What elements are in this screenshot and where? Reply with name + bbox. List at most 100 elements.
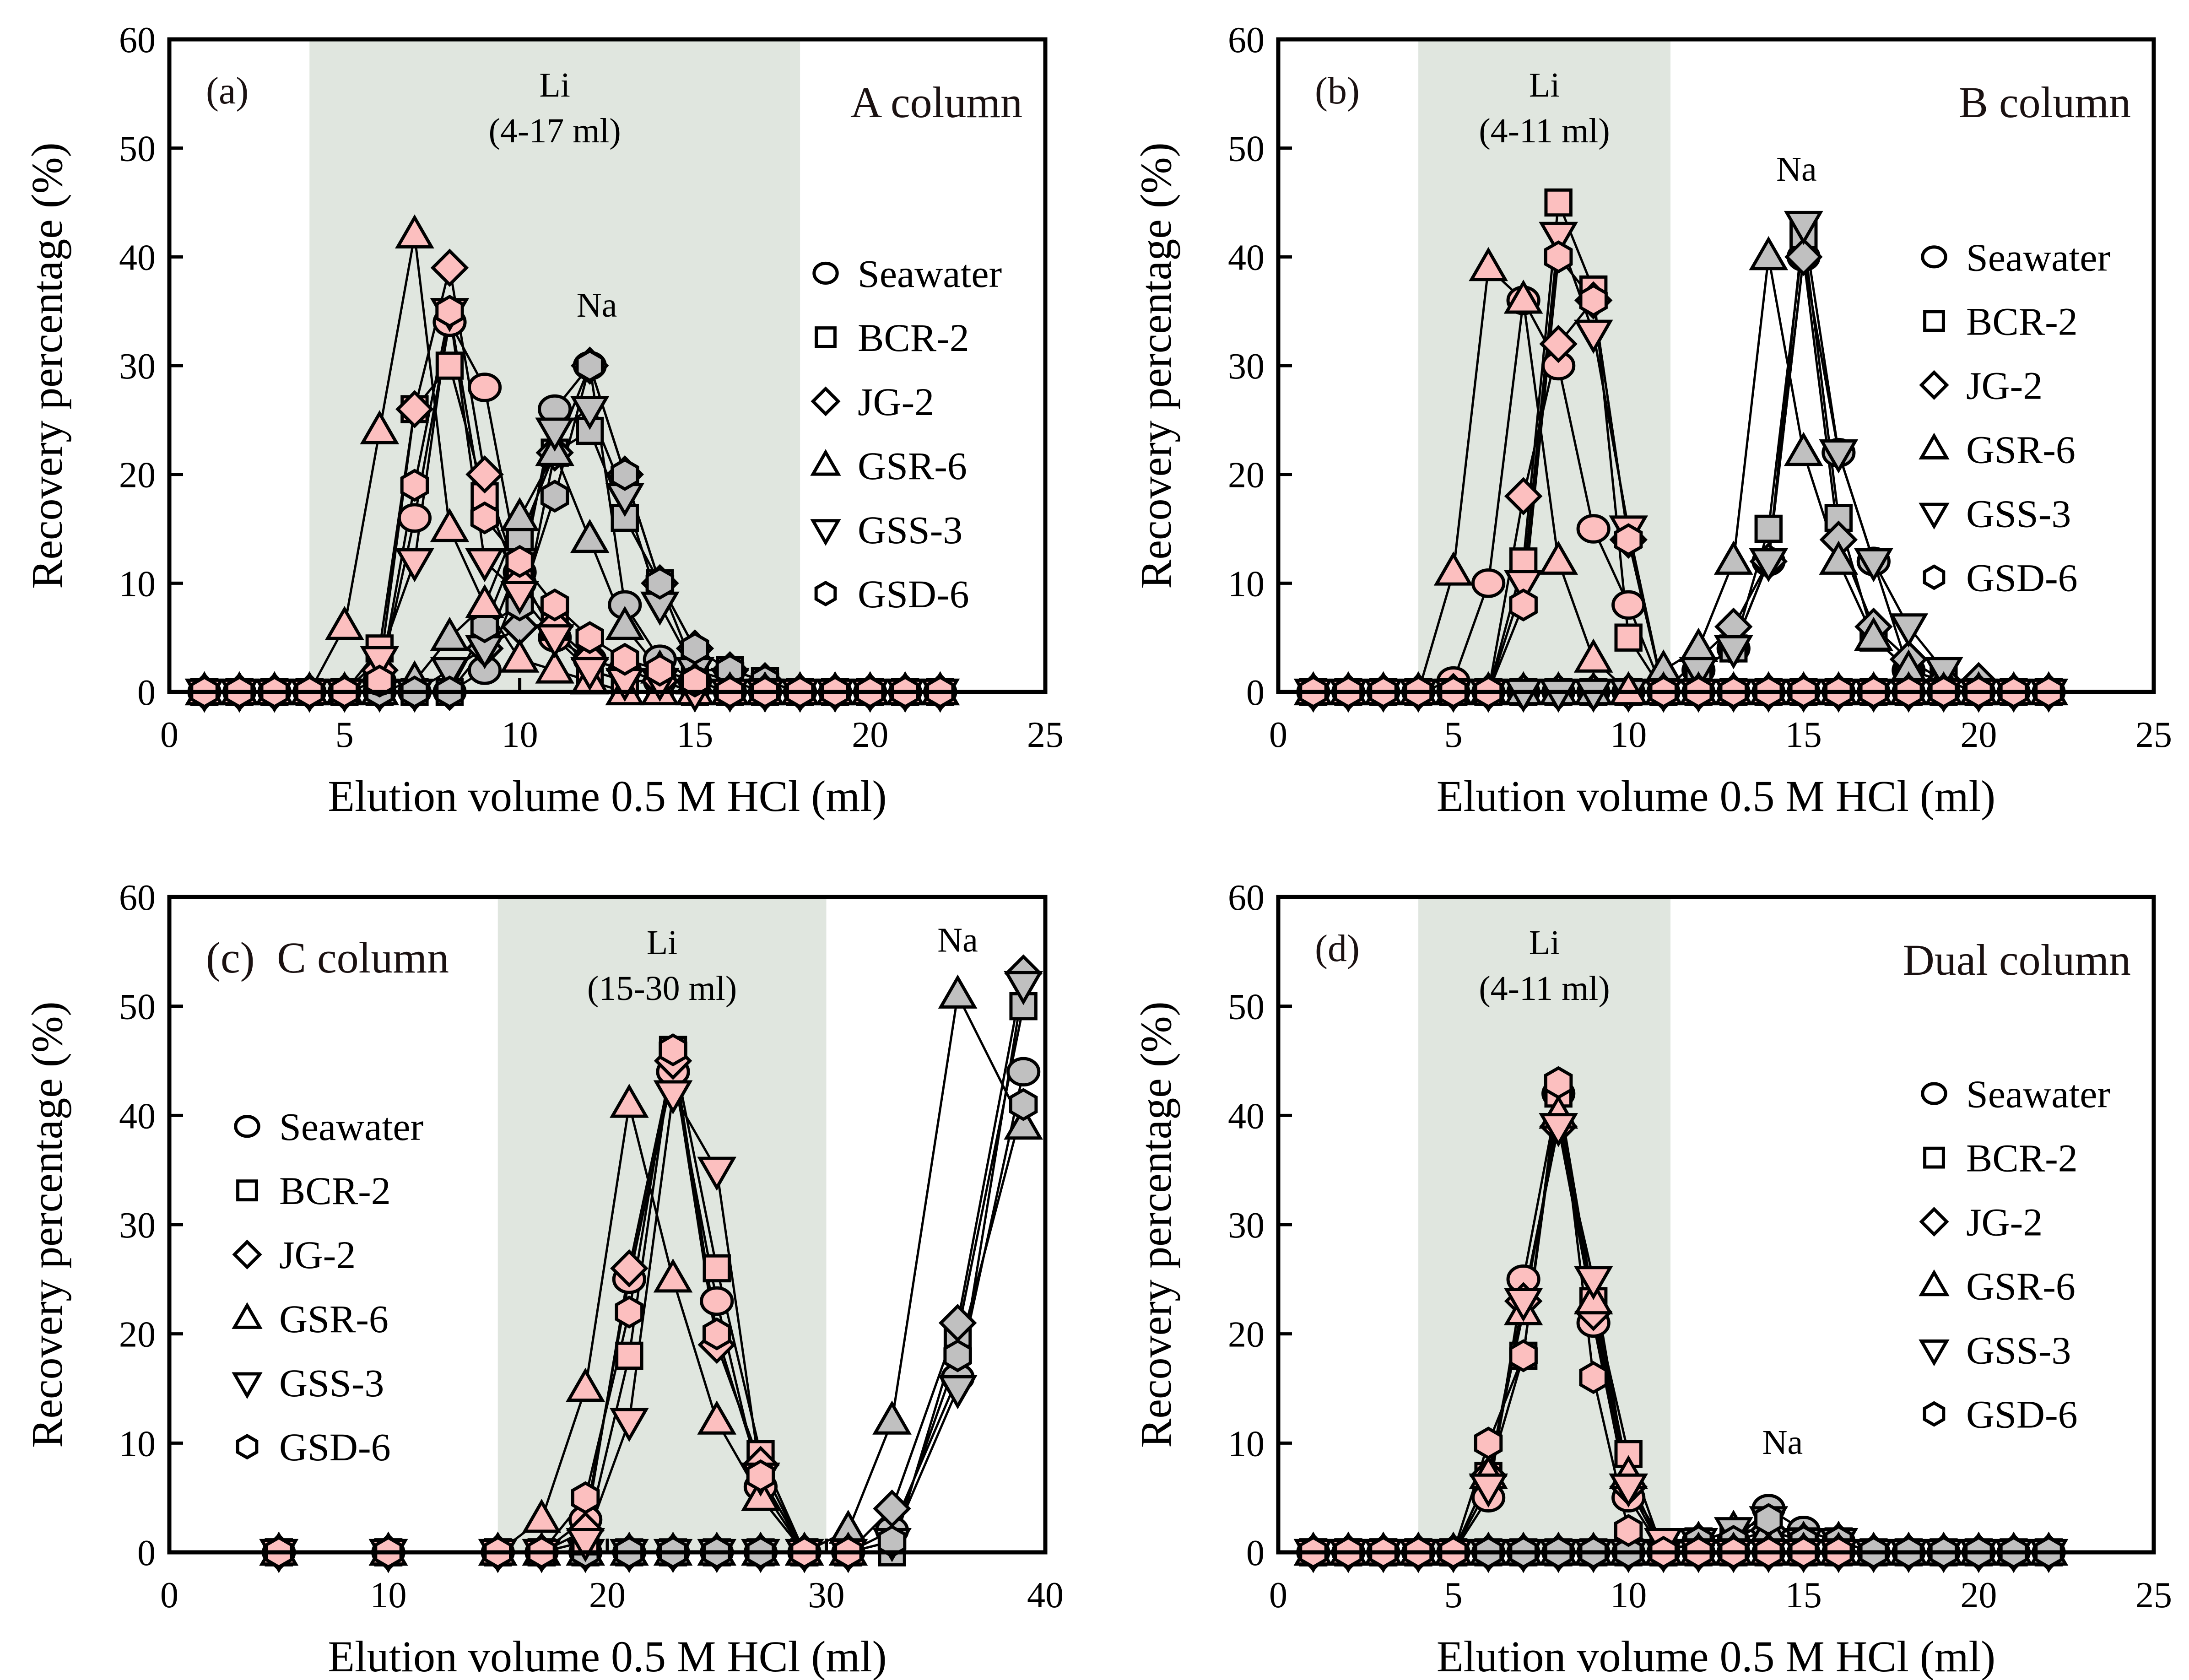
legend-label: GSS-3 — [858, 508, 962, 552]
legend-marker-seawater — [1921, 245, 1947, 269]
legend-label: Seawater — [279, 1105, 423, 1149]
data-point — [540, 588, 569, 621]
data-point — [610, 1084, 649, 1118]
data-point — [938, 1375, 978, 1410]
data-point — [1504, 477, 1543, 515]
data-point — [1433, 551, 1473, 586]
data-point — [1754, 514, 1783, 543]
panel-d: 0 5 10 15 20 25 0 10 20 30 40 50 60 Elution volume 0.… — [1131, 878, 2172, 1680]
legend-marker-bcr-2 — [1923, 1146, 1945, 1169]
x-tick-label: 20 — [1960, 1575, 1997, 1615]
data-point — [1503, 279, 1543, 314]
data-point — [435, 295, 464, 328]
data-point — [1009, 1088, 1038, 1121]
data-point — [1784, 211, 1823, 245]
x-tick-label: 0 — [1269, 1575, 1287, 1615]
legend-label: GSS-3 — [1966, 492, 2071, 535]
data-point — [1573, 678, 1613, 713]
plot-frame — [1276, 895, 2156, 1555]
panel-c: 0 10 20 30 40 0 10 20 30 40 50 60 Elution volume 0.5… — [22, 878, 1064, 1680]
legend-marker-gss-3 — [1919, 502, 1950, 530]
legend-marker-jg-2 — [811, 386, 841, 416]
legend-label: Seawater — [1966, 235, 2110, 279]
y-tick-label: 60 — [1228, 20, 1265, 60]
data-point — [1614, 1440, 1643, 1468]
y-tick-label: 20 — [119, 1315, 156, 1355]
data-point — [1824, 504, 1853, 532]
y-tick-label: 30 — [1228, 1205, 1265, 1246]
data-point — [697, 1156, 737, 1191]
legend-label: GSD-6 — [1966, 556, 2078, 600]
data-point — [535, 649, 575, 684]
y-tick-label: 40 — [1228, 238, 1265, 278]
y-tick-label: 30 — [119, 346, 156, 387]
data-point — [610, 1249, 649, 1288]
data-point — [1784, 432, 1823, 466]
x-tick-label: 5 — [1444, 715, 1463, 755]
na-label: Na — [937, 921, 978, 959]
panel-title: B column — [1959, 78, 2131, 127]
legend-label: GSR-6 — [858, 444, 967, 488]
li-range-label: (4-11 ml) — [1479, 969, 1610, 1008]
data-point — [1509, 1339, 1538, 1372]
data-point — [943, 1339, 972, 1372]
legend-marker-gsd-6 — [236, 1434, 259, 1460]
data-point — [645, 654, 675, 687]
legend-label: BCR-2 — [279, 1169, 391, 1213]
y-tick-label: 30 — [1228, 346, 1265, 387]
data-point — [605, 605, 645, 640]
data-point — [681, 632, 709, 665]
panel-b: 0 5 10 15 20 25 0 10 20 30 40 50 60 Elution volume 0.… — [1131, 20, 2172, 821]
x-tick-label: 10 — [370, 1575, 407, 1615]
data-point — [1539, 324, 1578, 363]
data-point — [697, 1400, 737, 1435]
legend-marker-seawater — [1921, 1082, 1947, 1105]
x-tick-label: 0 — [160, 715, 178, 755]
data-point — [360, 410, 400, 444]
panel-title: A column — [850, 78, 1022, 127]
panel-label: (a) — [206, 70, 249, 112]
y-tick-label: 30 — [119, 1205, 156, 1246]
x-tick-label: 15 — [1785, 1575, 1822, 1615]
x-tick-label: 5 — [335, 715, 354, 755]
data-point — [566, 1367, 605, 1402]
y-tick-label: 60 — [119, 878, 156, 918]
data-point — [1609, 1473, 1649, 1508]
legend-marker-gsr-6 — [1919, 432, 1950, 460]
legend-marker-gss-3 — [1919, 1339, 1950, 1367]
panel-label: (b) — [1315, 70, 1360, 112]
data-point — [1754, 1503, 1783, 1536]
y-axis-title: Recovery percentage (%) — [1131, 142, 1180, 589]
data-point — [1854, 548, 1893, 583]
data-point — [500, 581, 540, 615]
legend-label: GSS-3 — [1966, 1329, 2071, 1372]
legend-label: JG-2 — [858, 380, 934, 424]
legend-label: GSR-6 — [1966, 1264, 2075, 1308]
data-point — [1679, 627, 1719, 662]
data-point — [1579, 284, 1608, 317]
x-tick-label: 10 — [502, 715, 538, 755]
legend-label: BCR-2 — [1966, 1136, 2078, 1180]
series-li-jg-2 — [1294, 281, 2068, 711]
panel-title: C column — [277, 933, 449, 982]
data-point — [1539, 540, 1578, 575]
legend-marker-gsr-6 — [232, 1302, 263, 1329]
y-tick-label: 10 — [119, 1424, 156, 1464]
data-point — [1509, 588, 1538, 621]
data-point — [645, 567, 675, 600]
li-range-label: (4-17 ml) — [489, 112, 621, 150]
data-point — [430, 508, 470, 542]
data-point — [1614, 523, 1643, 556]
data-point — [1004, 971, 1043, 1005]
legend-marker-gss-3 — [232, 1372, 263, 1399]
y-tick-label: 40 — [119, 238, 156, 278]
data-point — [1611, 590, 1646, 620]
y-tick-label: 50 — [119, 129, 156, 169]
data-point — [1784, 238, 1823, 276]
legend-label: GSR-6 — [279, 1297, 389, 1341]
y-tick-label: 20 — [119, 455, 156, 496]
x-tick-label: 25 — [2135, 1575, 2172, 1615]
data-point — [611, 458, 639, 491]
data-point — [653, 1080, 693, 1115]
data-point — [1539, 1113, 1578, 1147]
